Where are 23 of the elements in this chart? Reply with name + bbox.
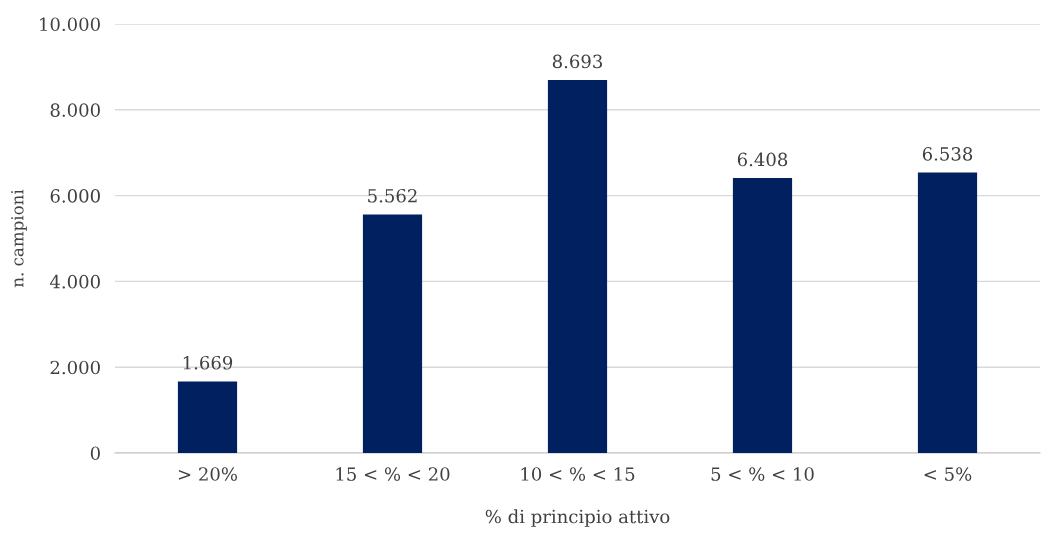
data-label: 6.408	[737, 152, 788, 167]
y-axis-title: n. campioni	[11, 189, 27, 288]
data-label: 5.562	[368, 188, 417, 203]
x-tick-label: 15 < % < 20	[336, 467, 450, 481]
bar	[362, 214, 423, 453]
x-tick-label: 5 < % < 10	[711, 467, 814, 481]
y-tick-label: 6.000	[50, 189, 100, 203]
x-tick-label: > 20%	[178, 467, 237, 481]
data-label: 6.538	[922, 147, 973, 161]
y-tick-label: 4.000	[49, 274, 100, 289]
bar	[177, 381, 238, 453]
y-tick-label: 8.000	[50, 103, 100, 117]
x-axis-title: % di principio attivo	[485, 509, 670, 527]
y-tick-label: 2.000	[50, 360, 100, 375]
data-label: 8.693	[552, 54, 602, 69]
y-tick-label: 10.000	[40, 17, 100, 32]
bar	[732, 178, 793, 453]
y-tick-label: 0	[90, 446, 100, 461]
bar	[917, 172, 978, 453]
bar	[547, 80, 608, 453]
data-label: 1.669	[183, 355, 233, 370]
x-tick-label: 10 < % < 15	[521, 467, 635, 481]
x-tick-label: < 5%	[924, 467, 972, 481]
